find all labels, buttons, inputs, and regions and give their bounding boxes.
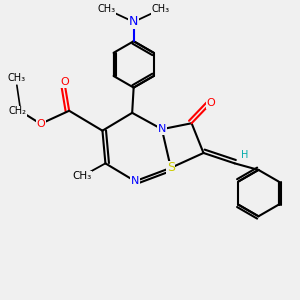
- Text: N: N: [158, 124, 166, 134]
- Text: N: N: [131, 176, 139, 186]
- Text: H: H: [241, 150, 248, 160]
- Text: CH₂: CH₂: [9, 106, 27, 116]
- Text: CH₃: CH₃: [151, 4, 169, 14]
- Text: O: O: [207, 98, 215, 108]
- Text: CH₃: CH₃: [98, 4, 116, 14]
- Text: S: S: [167, 161, 175, 174]
- Text: CH₃: CH₃: [8, 73, 26, 83]
- Text: O: O: [36, 119, 45, 129]
- Text: CH₃: CH₃: [73, 171, 92, 181]
- Text: N: N: [129, 15, 138, 28]
- Text: O: O: [60, 77, 69, 87]
